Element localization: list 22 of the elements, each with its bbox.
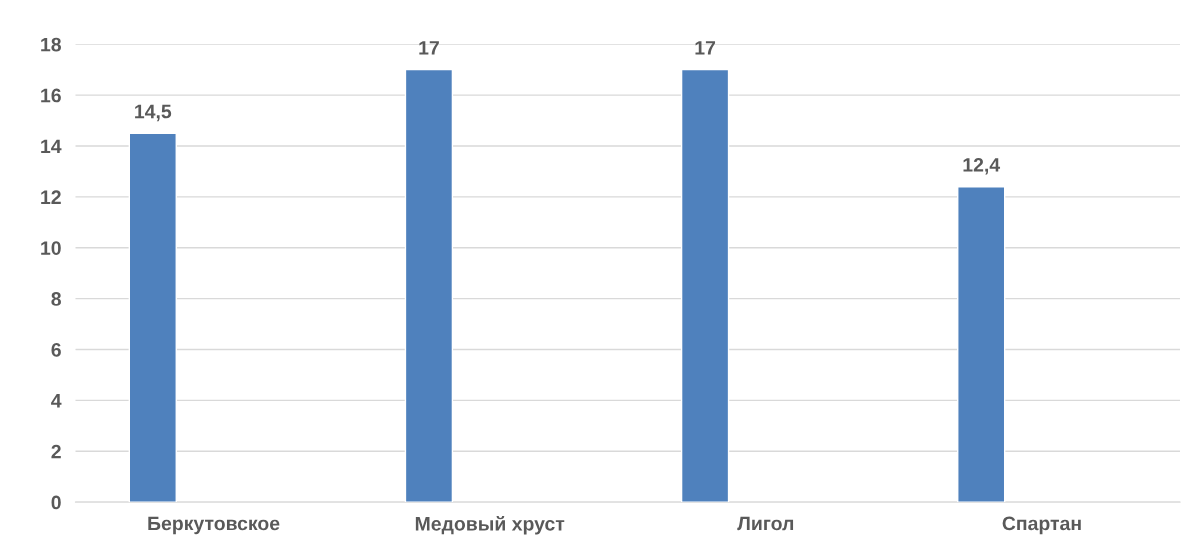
- data-label: 12,4: [963, 157, 1001, 175]
- y-tick-label: 8: [51, 292, 61, 306]
- x-tick-label: Спартан: [1002, 516, 1081, 535]
- y-tick-label: 6: [51, 342, 61, 357]
- bar: [680, 68, 730, 503]
- bar: [404, 68, 454, 503]
- y-tick-label: 0: [51, 495, 61, 510]
- x-tick-label: Беркутовское: [148, 516, 280, 535]
- data-label: 17: [419, 41, 439, 55]
- bar: [128, 132, 177, 503]
- x-tick-label: Медовый хруст: [415, 516, 565, 535]
- y-tick-label: 14: [41, 139, 62, 154]
- data-label: 17: [695, 41, 716, 55]
- y-tick-label: 2: [51, 444, 61, 459]
- data-label: 14,5: [135, 104, 172, 122]
- y-tick-label: 16: [41, 88, 61, 103]
- y-tick-label: 12: [41, 190, 61, 204]
- y-tick-label: 10: [41, 241, 61, 255]
- bar: [957, 185, 1006, 503]
- y-tick-label: 18: [41, 37, 61, 52]
- y-tick-label: 4: [51, 394, 62, 408]
- x-tick-label: Лигол: [737, 516, 794, 531]
